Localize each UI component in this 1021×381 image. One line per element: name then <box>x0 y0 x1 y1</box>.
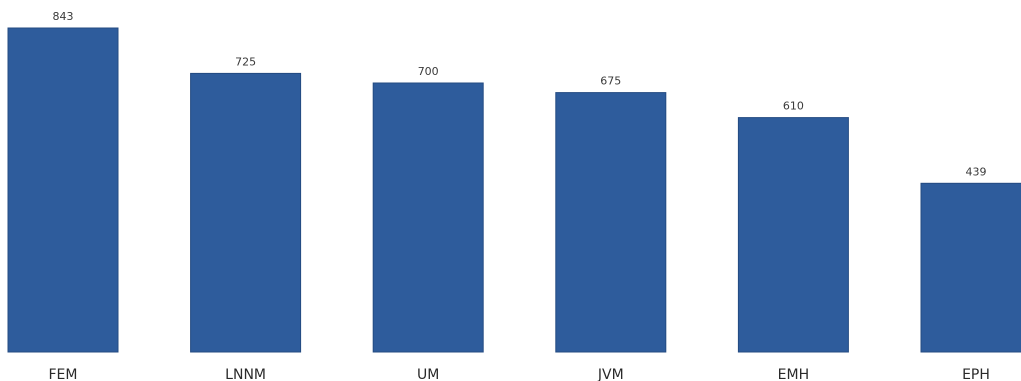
value-label-um: 700 <box>418 65 439 78</box>
category-label-jvm: JVM <box>597 367 624 381</box>
bar-lnnm <box>190 72 302 353</box>
category-labels-layer: FEM LNNM UM JVM EMH EPH <box>49 367 990 381</box>
bar-emh <box>737 117 849 353</box>
category-label-um: UM <box>417 367 439 381</box>
category-label-eph: EPH <box>962 367 990 381</box>
value-label-eph: 439 <box>966 165 987 178</box>
bars-layer <box>7 27 1021 353</box>
value-label-fem: 843 <box>53 10 74 23</box>
category-label-lnnm: LNNM <box>225 367 266 381</box>
value-labels-layer: 843 725 700 675 610 439 <box>53 10 987 178</box>
category-label-emh: EMH <box>778 367 809 381</box>
bar-jvm <box>555 92 667 353</box>
category-label-fem: FEM <box>49 367 78 381</box>
value-label-lnnm: 725 <box>235 55 256 68</box>
bar-um <box>372 82 484 353</box>
bar-fem <box>7 27 119 353</box>
value-label-jvm: 675 <box>600 75 621 88</box>
value-label-emh: 610 <box>783 100 804 113</box>
bar-eph <box>920 182 1021 353</box>
